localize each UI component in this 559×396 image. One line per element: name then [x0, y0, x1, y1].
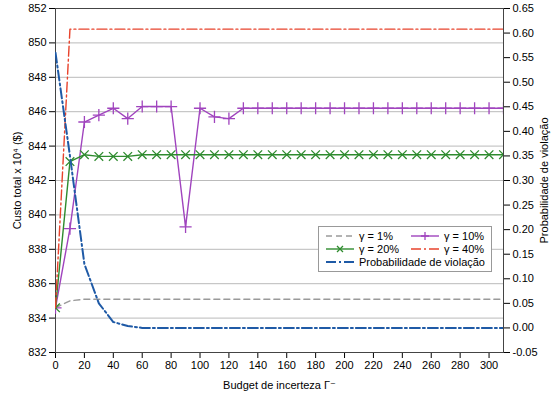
svg-text:220: 220 [364, 359, 382, 371]
svg-text:60: 60 [136, 359, 148, 371]
svg-text:40: 40 [107, 359, 119, 371]
html-text:Probabilidade de violação: Probabilidade de violação [359, 256, 485, 268]
svg-text:80: 80 [165, 359, 177, 371]
svg-text:180: 180 [306, 359, 324, 371]
svg-text:Probabilidade de violação: Probabilidade de violação [538, 118, 550, 244]
svg-text:0.60: 0.60 [513, 27, 534, 39]
svg-text:260: 260 [422, 359, 440, 371]
svg-text:280: 280 [451, 359, 469, 371]
svg-text:0.05: 0.05 [513, 297, 534, 309]
svg-text:160: 160 [278, 359, 296, 371]
svg-text:834: 834 [28, 312, 46, 324]
svg-text:200: 200 [335, 359, 353, 371]
svg-text:0.30: 0.30 [513, 174, 534, 186]
svg-text:0.65: 0.65 [513, 2, 534, 14]
html-text:γ = 1%: γ = 1% [359, 230, 393, 242]
svg-text:832: 832 [28, 346, 46, 358]
svg-text:20: 20 [78, 359, 90, 371]
svg-text:0: 0 [52, 359, 58, 371]
svg-text:140: 140 [249, 359, 267, 371]
svg-text:100: 100 [191, 359, 209, 371]
svg-text:838: 838 [28, 243, 46, 255]
svg-text:844: 844 [28, 140, 46, 152]
svg-text:842: 842 [28, 174, 46, 186]
svg-text:120: 120 [220, 359, 238, 371]
svg-text:0.55: 0.55 [513, 51, 534, 63]
html-text:γ = 20%: γ = 20% [359, 243, 400, 255]
svg-text:300: 300 [480, 359, 498, 371]
svg-text:0.15: 0.15 [513, 248, 534, 260]
svg-text:240: 240 [393, 359, 411, 371]
svg-text:Budget de incerteza Γ⁻: Budget de incerteza Γ⁻ [223, 379, 336, 391]
svg-text:-0.05: -0.05 [513, 346, 538, 358]
svg-text:Custo total x 10⁴ ($): Custo total x 10⁴ ($) [11, 132, 23, 230]
html-text:γ = 40%: γ = 40% [444, 243, 484, 255]
svg-text:848: 848 [28, 71, 46, 83]
svg-text:0.00: 0.00 [513, 321, 534, 333]
svg-text:0.50: 0.50 [513, 76, 534, 88]
svg-text:0.40: 0.40 [513, 125, 534, 137]
html-text:γ = 10%: γ = 10% [444, 230, 484, 242]
svg-text:836: 836 [28, 277, 46, 289]
svg-text:840: 840 [28, 208, 46, 220]
svg-text:0.20: 0.20 [513, 223, 534, 235]
svg-text:0.45: 0.45 [513, 100, 534, 112]
svg-text:0.25: 0.25 [513, 199, 534, 211]
svg-text:0.35: 0.35 [513, 149, 534, 161]
svg-text:852: 852 [28, 2, 46, 14]
svg-text:850: 850 [28, 36, 46, 48]
svg-text:846: 846 [28, 105, 46, 117]
svg-text:0.10: 0.10 [513, 272, 534, 284]
